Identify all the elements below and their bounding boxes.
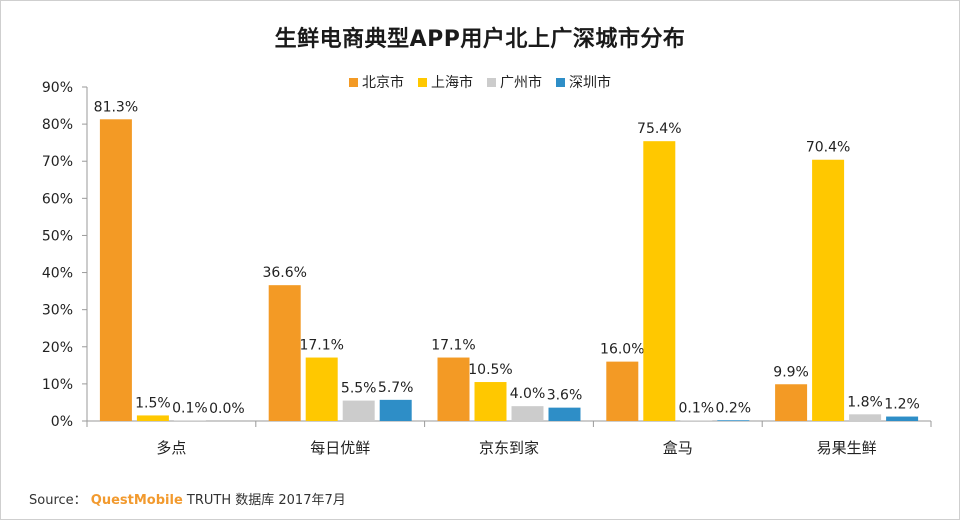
y-tick-label: 40% bbox=[42, 266, 73, 282]
legend-label-shenzhen: 深圳市 bbox=[569, 75, 611, 91]
data-label: 3.6% bbox=[547, 388, 583, 404]
data-label: 5.5% bbox=[341, 381, 377, 397]
legend-swatch-shanghai bbox=[418, 77, 427, 87]
legend: 北京市 上海市 广州市 深圳市 bbox=[1, 72, 959, 92]
bar bbox=[775, 384, 808, 421]
legend-item-guangzhou: 广州市 bbox=[487, 72, 542, 92]
data-label: 9.9% bbox=[773, 364, 809, 380]
bar bbox=[305, 357, 338, 421]
bar bbox=[643, 141, 676, 421]
source-suffix: TRUTH 数据库 2017年7月 bbox=[186, 493, 346, 508]
legend-swatch-guangzhou bbox=[487, 77, 496, 87]
bar bbox=[99, 119, 132, 421]
bar bbox=[886, 416, 919, 421]
data-label: 81.3% bbox=[94, 99, 138, 115]
data-label: 17.1% bbox=[431, 338, 475, 354]
legend-item-shenzhen: 深圳市 bbox=[556, 72, 611, 92]
bar bbox=[268, 285, 301, 421]
chart-title: 生鲜电商典型APP用户北上广深城市分布 bbox=[274, 27, 686, 52]
legend-item-beijing: 北京市 bbox=[349, 72, 404, 92]
data-label: 0.2% bbox=[716, 400, 752, 416]
legend-label-shanghai: 上海市 bbox=[431, 75, 473, 91]
data-label: 17.1% bbox=[299, 338, 343, 354]
legend-label-guangzhou: 广州市 bbox=[500, 75, 542, 91]
source-note: Source： QuestMobile TRUTH 数据库 2017年7月 bbox=[29, 489, 346, 508]
category-label: 每日优鲜 bbox=[310, 439, 370, 457]
bar bbox=[849, 414, 882, 421]
legend-swatch-beijing bbox=[349, 77, 358, 87]
y-tick-label: 10% bbox=[42, 377, 73, 393]
bar bbox=[474, 382, 507, 421]
y-tick-label: 80% bbox=[42, 117, 73, 133]
data-label: 5.7% bbox=[378, 380, 414, 396]
y-tick-label: 90% bbox=[42, 80, 73, 96]
data-label: 0.1% bbox=[172, 401, 208, 417]
data-label: 70.4% bbox=[806, 140, 850, 156]
data-label: 1.8% bbox=[847, 394, 883, 410]
source-brand: QuestMobile bbox=[90, 493, 183, 508]
category-label: 易果生鲜 bbox=[817, 439, 877, 457]
y-tick-label: 50% bbox=[42, 228, 73, 244]
bar bbox=[717, 420, 750, 421]
legend-item-shanghai: 上海市 bbox=[418, 72, 473, 92]
y-tick-label: 60% bbox=[42, 191, 73, 207]
data-label: 0.1% bbox=[679, 401, 715, 417]
data-label: 1.5% bbox=[135, 395, 171, 411]
bar bbox=[511, 406, 544, 421]
bar bbox=[548, 407, 581, 421]
bar bbox=[437, 357, 470, 421]
category-label: 京东到家 bbox=[479, 439, 539, 457]
category-label: 盒马 bbox=[663, 439, 693, 457]
bar bbox=[136, 415, 169, 421]
data-label: 10.5% bbox=[468, 362, 512, 378]
bar bbox=[342, 400, 375, 421]
y-tick-label: 20% bbox=[42, 340, 73, 356]
bar bbox=[606, 361, 639, 421]
data-label: 4.0% bbox=[510, 386, 546, 402]
data-label: 75.4% bbox=[637, 121, 681, 137]
legend-swatch-shenzhen bbox=[556, 77, 565, 87]
y-tick-label: 70% bbox=[42, 154, 73, 170]
data-label: 16.0% bbox=[600, 342, 644, 358]
legend-label-beijing: 北京市 bbox=[362, 75, 404, 91]
bar bbox=[379, 399, 412, 421]
category-label: 多点 bbox=[156, 439, 186, 457]
y-tick-label: 0% bbox=[51, 414, 73, 430]
data-label: 0.0% bbox=[209, 401, 245, 417]
source-prefix: Source： bbox=[29, 493, 87, 508]
bar bbox=[812, 159, 845, 421]
y-tick-label: 30% bbox=[42, 303, 73, 319]
data-label: 1.2% bbox=[884, 397, 920, 413]
data-label: 36.6% bbox=[262, 265, 306, 281]
